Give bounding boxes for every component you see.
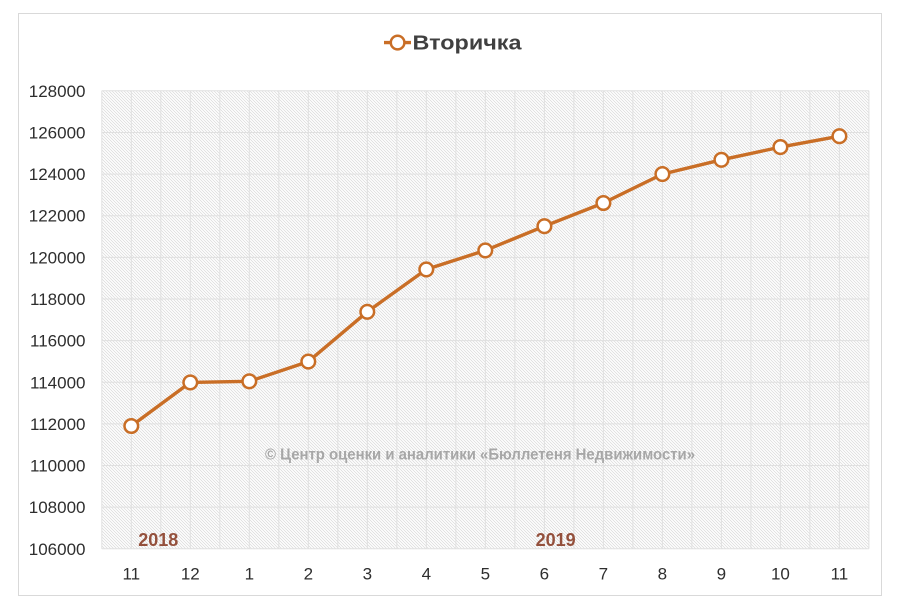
svg-text:12: 12 <box>181 565 200 584</box>
svg-text:120000: 120000 <box>29 248 86 267</box>
svg-text:9: 9 <box>717 565 726 584</box>
svg-text:10: 10 <box>771 565 790 584</box>
svg-text:110000: 110000 <box>30 457 85 476</box>
svg-text:Вторичка: Вторичка <box>413 33 523 55</box>
svg-text:118000: 118000 <box>30 290 85 309</box>
svg-text:8: 8 <box>658 565 667 584</box>
svg-text:2019: 2019 <box>536 530 576 550</box>
svg-text:5: 5 <box>481 565 490 584</box>
svg-text:126000: 126000 <box>29 123 86 142</box>
svg-text:2018: 2018 <box>138 530 178 550</box>
svg-text:106000: 106000 <box>29 540 86 559</box>
svg-text:112000: 112000 <box>30 415 85 434</box>
svg-text:11: 11 <box>831 565 849 584</box>
svg-text:114000: 114000 <box>30 373 85 392</box>
svg-text:4: 4 <box>422 565 431 584</box>
svg-text:1: 1 <box>245 565 254 584</box>
svg-text:3: 3 <box>363 565 372 584</box>
svg-text:116000: 116000 <box>30 332 85 351</box>
svg-text:108000: 108000 <box>29 498 86 517</box>
svg-text:124000: 124000 <box>29 165 86 184</box>
svg-text:2: 2 <box>304 565 313 584</box>
svg-text:6: 6 <box>540 565 549 584</box>
svg-text:© Центр оценки и аналитики «Бю: © Центр оценки и аналитики «Бюллетеня Не… <box>265 447 695 464</box>
svg-text:11: 11 <box>122 565 140 584</box>
svg-text:7: 7 <box>599 565 608 584</box>
svg-text:122000: 122000 <box>29 207 86 226</box>
svg-text:128000: 128000 <box>29 82 86 101</box>
